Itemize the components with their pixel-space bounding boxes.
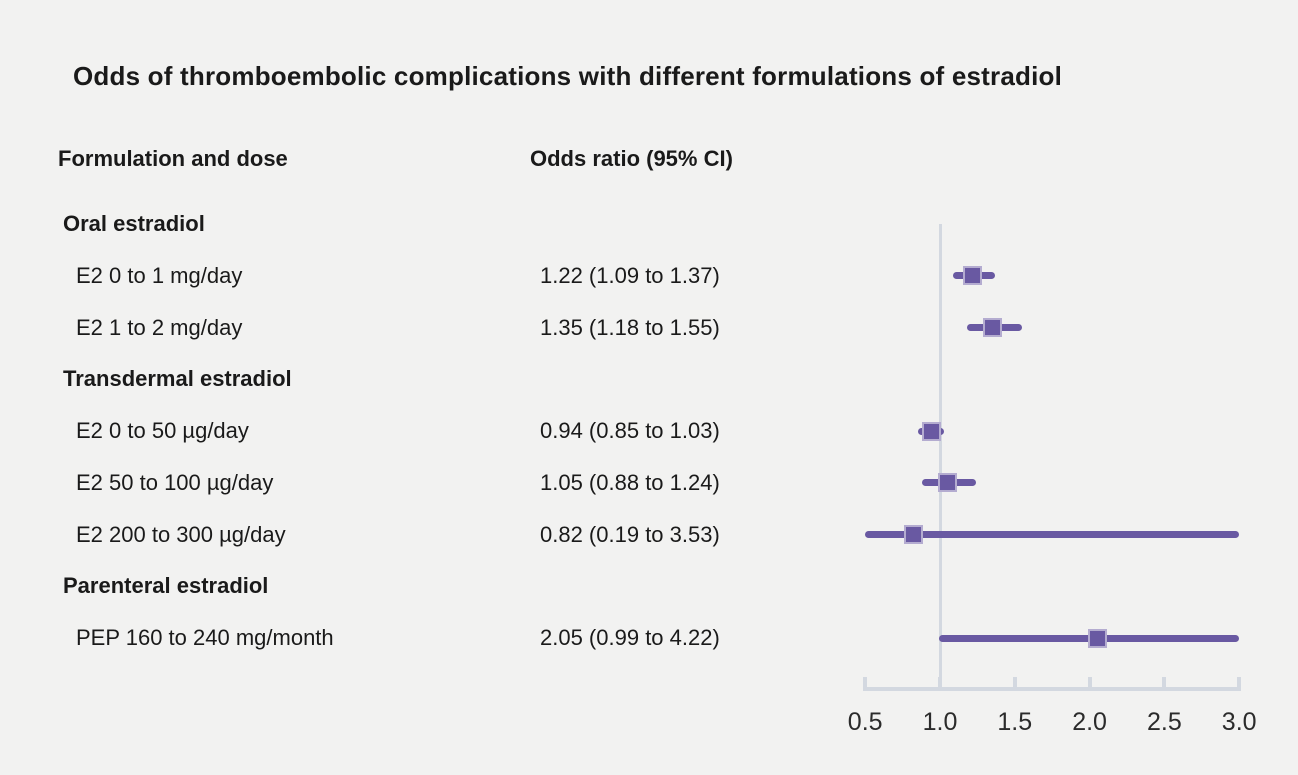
odds-ratio-marker: [921, 421, 941, 441]
odds-ratio-value: 1.05 (0.88 to 1.24): [540, 469, 720, 495]
page-title: Odds of thromboembolic complications wit…: [73, 61, 1063, 91]
row-label: E2 50 to 100 µg/day: [76, 469, 274, 495]
x-axis-tick: [1237, 677, 1242, 687]
column-header-odds-ratio: Odds ratio (95% CI): [530, 146, 733, 171]
section-label: Oral estradiol: [63, 211, 205, 236]
section-label: Transdermal estradiol: [63, 366, 292, 392]
x-axis-tick-label: 3.0: [1221, 708, 1257, 736]
x-axis-tick-label: 1.0: [922, 708, 958, 736]
x-axis-tick: [1162, 677, 1167, 687]
odds-ratio-marker: [937, 473, 957, 493]
row-label: E2 1 to 2 mg/day: [76, 314, 243, 340]
section-label: Parenteral estradiol: [63, 573, 269, 599]
row-label: E2 200 to 300 µg/day: [76, 521, 286, 547]
x-axis-line: [863, 687, 1242, 691]
column-header-formulation: Formulation and dose: [58, 146, 288, 171]
odds-ratio-value: 1.22 (1.09 to 1.37): [540, 262, 720, 288]
row-label: E2 0 to 50 µg/day: [76, 418, 249, 443]
odds-ratio-marker: [982, 318, 1002, 337]
x-axis-tick-label: 1.5: [997, 708, 1033, 736]
reference-line: [938, 224, 942, 688]
x-axis-tick-label: 0.5: [847, 708, 883, 736]
odds-ratio-marker: [903, 525, 923, 544]
x-axis-tick: [863, 677, 868, 687]
odds-ratio-value: 0.94 (0.85 to 1.03): [540, 418, 720, 443]
row-label: E2 0 to 1 mg/day: [76, 262, 243, 288]
x-axis-tick: [1087, 677, 1092, 687]
odds-ratio-value: 2.05 (0.99 to 4.22): [540, 625, 720, 650]
x-axis-tick-label: 2.0: [1072, 708, 1107, 736]
odds-ratio-value: 1.35 (1.18 to 1.55): [540, 314, 720, 340]
row-label: PEP 160 to 240 mg/month: [76, 625, 334, 650]
odds-ratio-marker: [1087, 628, 1107, 648]
x-axis-tick: [938, 677, 942, 687]
odds-ratio-marker: [963, 266, 983, 286]
odds-ratio-value: 0.82 (0.19 to 3.53): [540, 521, 720, 547]
x-axis-tick-label: 2.5: [1147, 708, 1182, 736]
x-axis-tick: [1012, 677, 1017, 687]
confidence-interval-bar: [865, 531, 1240, 538]
